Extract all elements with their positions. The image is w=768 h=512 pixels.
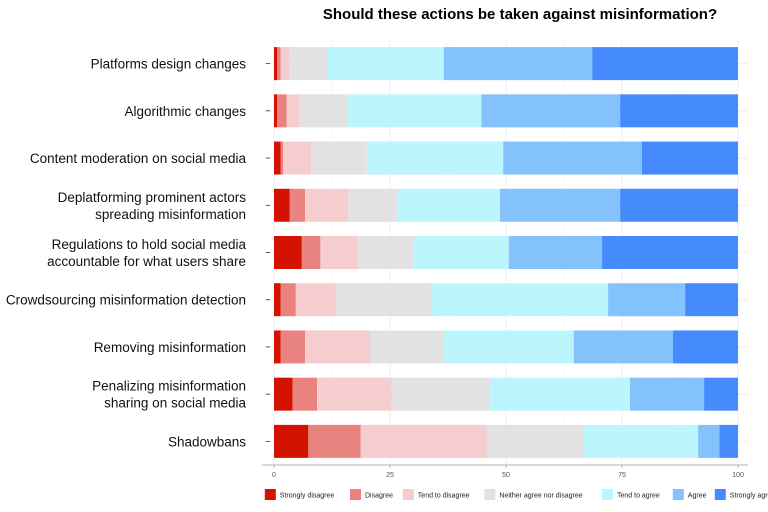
bar-segment — [317, 377, 392, 411]
legend-swatch — [350, 489, 361, 500]
x-tick-label: 25 — [386, 472, 394, 479]
bar-segment — [357, 236, 414, 269]
bar-segment — [286, 94, 300, 128]
bar-segment — [499, 188, 621, 222]
bar-segment — [366, 141, 504, 175]
legend-swatch — [602, 489, 613, 500]
category-label: Content moderation on social media — [30, 151, 247, 166]
bar-segment — [277, 47, 281, 81]
bar-segment — [280, 47, 290, 81]
legend-label: Strongly disagree — [280, 493, 335, 500]
bar-segment — [620, 94, 738, 128]
bar-segment — [274, 330, 281, 364]
bar-segment — [391, 377, 491, 411]
category-label: Deplatforming prominent actors — [58, 190, 247, 205]
bar-segment — [274, 283, 281, 317]
bar-segment — [620, 188, 738, 222]
bar-segment — [673, 330, 738, 364]
bar-segment — [602, 236, 738, 269]
category-label: spreading misinformation — [95, 207, 246, 222]
category-label: Crowdsourcing misinformation detection — [6, 293, 246, 308]
legend-label: Disagree — [365, 493, 393, 500]
bar-segment — [274, 236, 302, 269]
legend-swatch — [672, 489, 684, 500]
bar-segment — [289, 47, 327, 81]
bar-segment — [283, 141, 312, 175]
bar-segment — [348, 188, 398, 222]
bar-segment — [289, 188, 306, 222]
bar-segment — [503, 141, 642, 175]
legend-swatch — [264, 489, 276, 500]
bar-segment — [413, 236, 509, 269]
legend-swatch — [714, 489, 726, 500]
bar-segment — [336, 283, 432, 317]
bar-segment — [299, 94, 348, 128]
bar-segment — [292, 377, 318, 411]
bar-segment — [573, 330, 674, 364]
bar-segment — [641, 141, 738, 175]
bar-segment — [360, 424, 488, 458]
bar-segment — [370, 330, 444, 364]
bar-segment — [490, 377, 630, 411]
x-tick-label: 0 — [272, 472, 276, 479]
bar-segment — [280, 283, 296, 317]
category-label: accountable for what users share — [47, 254, 246, 269]
bar-segment — [274, 377, 293, 411]
bar-segment — [295, 283, 337, 317]
bar-segment — [629, 377, 705, 411]
legend-swatch — [402, 489, 414, 500]
legend-label: Tend to disagree — [418, 493, 470, 500]
bar-segment — [326, 47, 444, 81]
bar-segment — [320, 236, 358, 269]
category-label: sharing on social media — [104, 396, 246, 411]
bar-segment — [277, 94, 287, 128]
legend-swatch — [484, 489, 496, 500]
bar-segment — [274, 424, 309, 458]
bar-segment — [274, 188, 290, 222]
category-label: Platforms design changes — [91, 57, 247, 72]
bar-segment — [308, 424, 361, 458]
x-tick-label: 100 — [732, 472, 744, 479]
category-label: Regulations to hold social media — [52, 237, 247, 252]
bar-segment — [481, 94, 621, 128]
bar-segment — [592, 47, 738, 81]
bar-segment — [685, 283, 738, 317]
bar-segment — [431, 283, 609, 317]
bar-segment — [583, 424, 699, 458]
bar-segment — [704, 377, 738, 411]
category-label: Shadowbans — [168, 434, 246, 449]
x-tick-label: 50 — [502, 472, 510, 479]
bar-segment — [311, 141, 367, 175]
bar-segment — [305, 188, 349, 222]
chart-title: Should these actions be taken against mi… — [323, 6, 717, 23]
bar-segment — [280, 330, 306, 364]
bar-segment — [274, 141, 281, 175]
category-label: Algorithmic changes — [124, 104, 246, 119]
bar-segment — [347, 94, 482, 128]
legend-label: Neither agree nor disagree — [499, 493, 582, 500]
bar-segment — [698, 424, 720, 458]
bar-segment — [719, 424, 738, 458]
bar-segment — [397, 188, 500, 222]
bar-segment — [274, 94, 278, 128]
legend-label: Strongly agree — [730, 493, 768, 500]
bar-segment — [274, 47, 278, 81]
category-label: Penalizing misinformation — [92, 379, 246, 394]
bar-segment — [608, 283, 686, 317]
bar-segment — [280, 141, 284, 175]
bar-segment — [443, 330, 574, 364]
bar-segment — [443, 47, 593, 81]
bar-segment — [301, 236, 321, 269]
category-label: Removing misinformation — [94, 340, 246, 355]
legend-label: Agree — [688, 493, 707, 500]
legend-label: Tend to agree — [617, 493, 660, 500]
bar-segment — [305, 330, 371, 364]
x-tick-label: 75 — [618, 472, 626, 479]
bar-segment — [487, 424, 584, 458]
bar-segment — [508, 236, 603, 269]
